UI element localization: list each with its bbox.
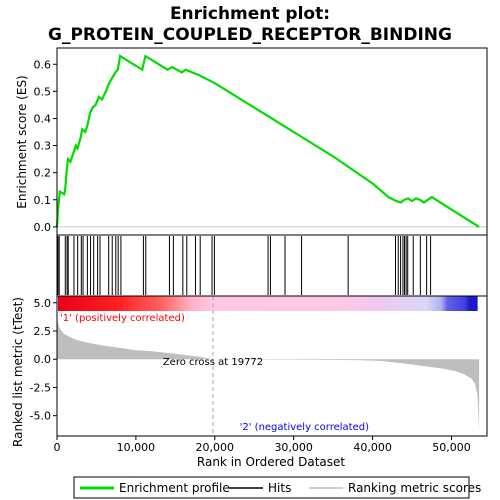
es-y-tick-label: 0.0	[34, 221, 52, 234]
chart-title-line1: Enrichment plot:	[170, 4, 330, 24]
es-y-tick-label: 0.3	[34, 140, 52, 153]
hit-lines	[57, 236, 432, 295]
legend-hits-label: Hits	[268, 481, 291, 495]
legend-metric-label: Ranking metric scores	[348, 481, 481, 495]
x-tick-label: 20,000	[196, 441, 235, 454]
zero-cross-label: Zero cross at 19772	[163, 357, 263, 368]
x-tick-label: 10,000	[117, 441, 156, 454]
metric-y-axis-label: Ranked list metric (tTest)	[11, 297, 25, 447]
x-tick-label: 40,000	[353, 441, 392, 454]
es-y-tick-label: 0.5	[34, 85, 52, 98]
es-panel-frame	[56, 47, 488, 236]
es-y-tick-label: 0.2	[34, 167, 52, 180]
hits-panel-frame	[56, 234, 488, 297]
positively-correlated-label: '1' (positively correlated)	[60, 313, 185, 324]
metric-y-tick-label: 0.0	[34, 353, 52, 366]
x-tick-label: 0	[54, 441, 61, 454]
metric-panel-frame	[56, 295, 488, 437]
x-tick-label: 30,000	[274, 441, 313, 454]
rank-color-bar	[58, 296, 486, 311]
hits-panel	[56, 234, 488, 297]
metric-y-tick-label: -2.5	[30, 381, 51, 394]
rank-gradient-bar	[58, 296, 486, 311]
es-y-tick-label: 0.6	[34, 58, 52, 71]
x-axis-label: Rank in Ordered Dataset	[197, 455, 345, 469]
chart-title-line2: G_PROTEIN_COUPLED_RECEPTOR_BINDING	[48, 25, 452, 45]
metric-y-tick-label: 5.0	[34, 297, 52, 310]
metric-y-tick-label: -5.0	[30, 410, 51, 423]
metric-y-tick-label: 2.5	[34, 325, 52, 338]
legend-box	[73, 476, 470, 499]
x-axis: 0 10,000 20,000 30,000 40,000 50,000	[54, 436, 471, 454]
x-tick-label: 50,000	[432, 441, 471, 454]
es-y-axis-label: Enrichment score (ES)	[15, 75, 29, 208]
legend: Enrichment profile Hits Ranking metric s…	[73, 476, 481, 499]
es-y-tick-label: 0.4	[34, 112, 52, 125]
es-y-axis: 0.0 0.1 0.2 0.3 0.4 0.5 0.6	[34, 58, 57, 234]
es-profile-line	[55, 54, 480, 228]
metric-y-axis: 5.0 2.5 0.0 -2.5 -5.0	[30, 297, 57, 423]
ranking-metric-area	[57, 319, 480, 430]
metric-panel: Zero cross at 19772 '1' (positively corr…	[11, 295, 488, 469]
es-y-tick-label: 0.1	[34, 194, 52, 207]
es-panel: 0.0 0.1 0.2 0.3 0.4 0.5 0.6 Enrichment score (…	[15, 47, 488, 236]
negatively-correlated-label: '2' (negatively correlated)	[240, 422, 369, 433]
legend-es-label: Enrichment profile	[119, 481, 230, 495]
